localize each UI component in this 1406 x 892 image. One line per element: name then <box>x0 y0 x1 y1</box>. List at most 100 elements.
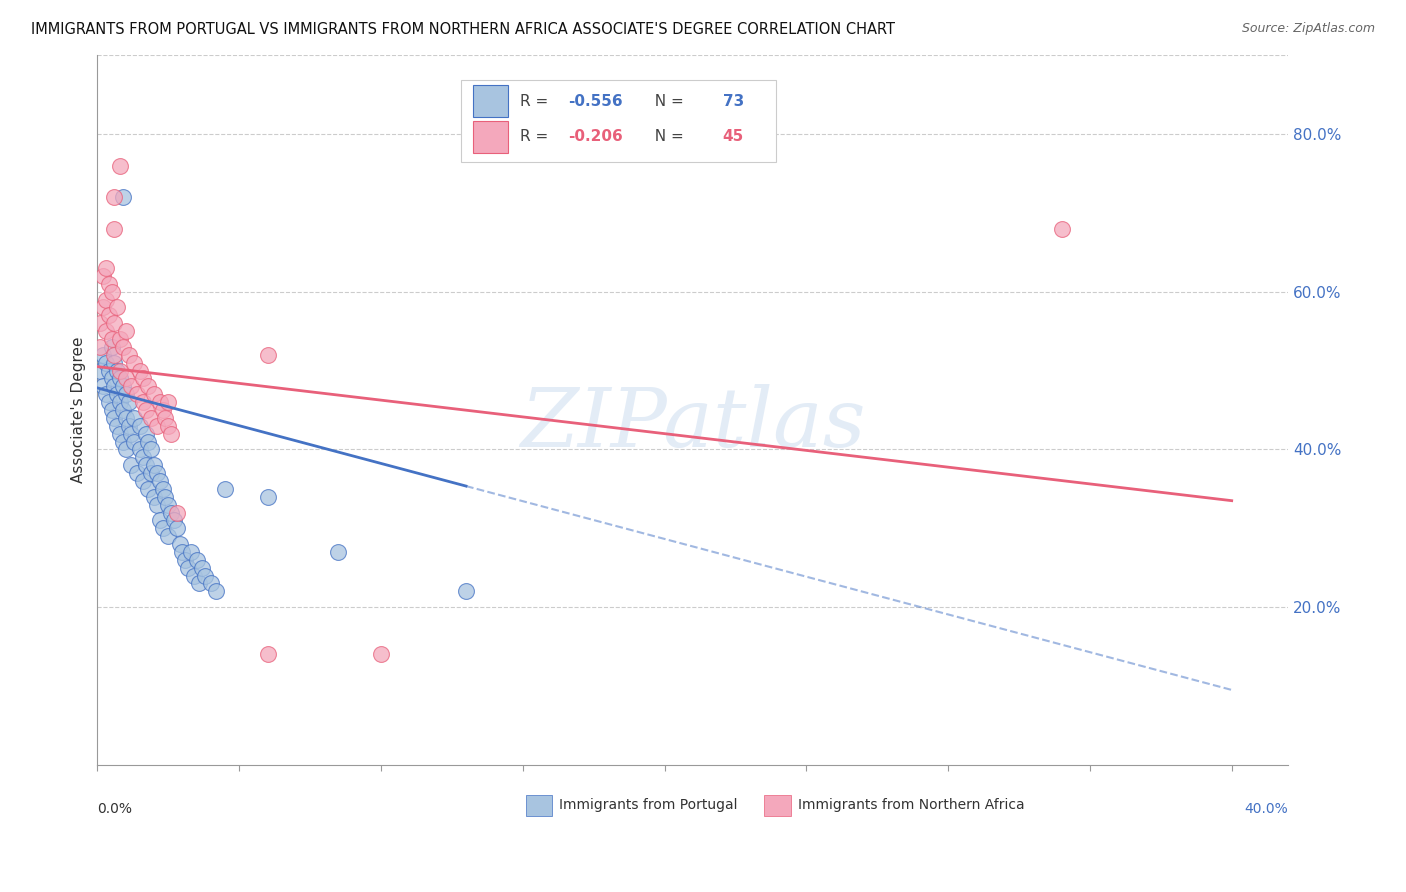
Point <box>214 482 236 496</box>
Point <box>152 482 174 496</box>
Point <box>120 458 142 473</box>
Point <box>149 395 172 409</box>
Point <box>105 387 128 401</box>
Point <box>94 387 117 401</box>
Point <box>135 403 157 417</box>
Point <box>132 371 155 385</box>
Point <box>155 490 177 504</box>
Point <box>141 466 163 480</box>
Point <box>91 301 114 315</box>
Point <box>114 387 136 401</box>
Point <box>94 356 117 370</box>
Point <box>186 553 208 567</box>
Point <box>97 277 120 291</box>
Point <box>91 379 114 393</box>
Point <box>132 450 155 465</box>
Bar <box>765 795 790 816</box>
Point <box>135 458 157 473</box>
Text: Immigrants from Portugal: Immigrants from Portugal <box>560 798 738 813</box>
Point <box>188 576 211 591</box>
Point <box>114 324 136 338</box>
Point <box>157 529 180 543</box>
Text: Immigrants from Northern Africa: Immigrants from Northern Africa <box>797 798 1025 813</box>
Text: R =: R = <box>520 94 554 109</box>
Point <box>174 553 197 567</box>
Point <box>100 371 122 385</box>
Point <box>132 474 155 488</box>
Point <box>152 403 174 417</box>
Point <box>146 498 169 512</box>
Point <box>100 403 122 417</box>
Point <box>370 648 392 662</box>
Text: -0.206: -0.206 <box>568 129 623 145</box>
Point <box>114 410 136 425</box>
Point <box>143 458 166 473</box>
Point <box>157 498 180 512</box>
Point <box>117 348 139 362</box>
Bar <box>526 795 553 816</box>
Point <box>454 584 477 599</box>
Bar <box>472 120 509 153</box>
Point <box>108 363 131 377</box>
Point <box>166 521 188 535</box>
Point <box>205 584 228 599</box>
Point <box>89 363 111 377</box>
Point <box>138 482 160 496</box>
Point <box>172 545 194 559</box>
Point <box>146 466 169 480</box>
Point <box>94 261 117 276</box>
Point <box>103 410 125 425</box>
Point <box>143 387 166 401</box>
Text: -0.556: -0.556 <box>568 94 623 109</box>
Point <box>1050 221 1073 235</box>
Point <box>111 190 134 204</box>
Text: N =: N = <box>645 129 689 145</box>
Point <box>105 418 128 433</box>
Point <box>103 356 125 370</box>
Point <box>89 316 111 330</box>
Point <box>94 324 117 338</box>
Point <box>194 568 217 582</box>
Point <box>143 490 166 504</box>
Text: 40.0%: 40.0% <box>1244 802 1288 816</box>
Point <box>108 159 131 173</box>
Point <box>152 521 174 535</box>
Point <box>256 348 278 362</box>
Point <box>157 418 180 433</box>
Point <box>111 340 134 354</box>
Point <box>125 387 148 401</box>
Point <box>103 348 125 362</box>
Point <box>108 395 131 409</box>
Point <box>328 545 350 559</box>
Point <box>149 474 172 488</box>
Point <box>91 268 114 283</box>
Text: R =: R = <box>520 129 554 145</box>
Point <box>103 190 125 204</box>
Point <box>163 513 186 527</box>
Point <box>122 434 145 449</box>
Point <box>132 395 155 409</box>
Point <box>138 434 160 449</box>
Point <box>122 356 145 370</box>
Point <box>183 568 205 582</box>
Point <box>155 410 177 425</box>
Point <box>120 426 142 441</box>
Point <box>108 426 131 441</box>
Point <box>117 395 139 409</box>
Point <box>97 395 120 409</box>
Text: 73: 73 <box>723 94 744 109</box>
Point <box>111 434 134 449</box>
Y-axis label: Associate's Degree: Associate's Degree <box>72 337 86 483</box>
Point <box>108 332 131 346</box>
Point <box>89 340 111 354</box>
Point <box>135 426 157 441</box>
Point <box>128 442 150 457</box>
Point <box>111 403 134 417</box>
Point <box>120 379 142 393</box>
Text: 0.0%: 0.0% <box>97 802 132 816</box>
Text: IMMIGRANTS FROM PORTUGAL VS IMMIGRANTS FROM NORTHERN AFRICA ASSOCIATE'S DEGREE C: IMMIGRANTS FROM PORTUGAL VS IMMIGRANTS F… <box>31 22 896 37</box>
Point <box>108 371 131 385</box>
Point <box>256 648 278 662</box>
Point <box>166 506 188 520</box>
Point <box>138 379 160 393</box>
